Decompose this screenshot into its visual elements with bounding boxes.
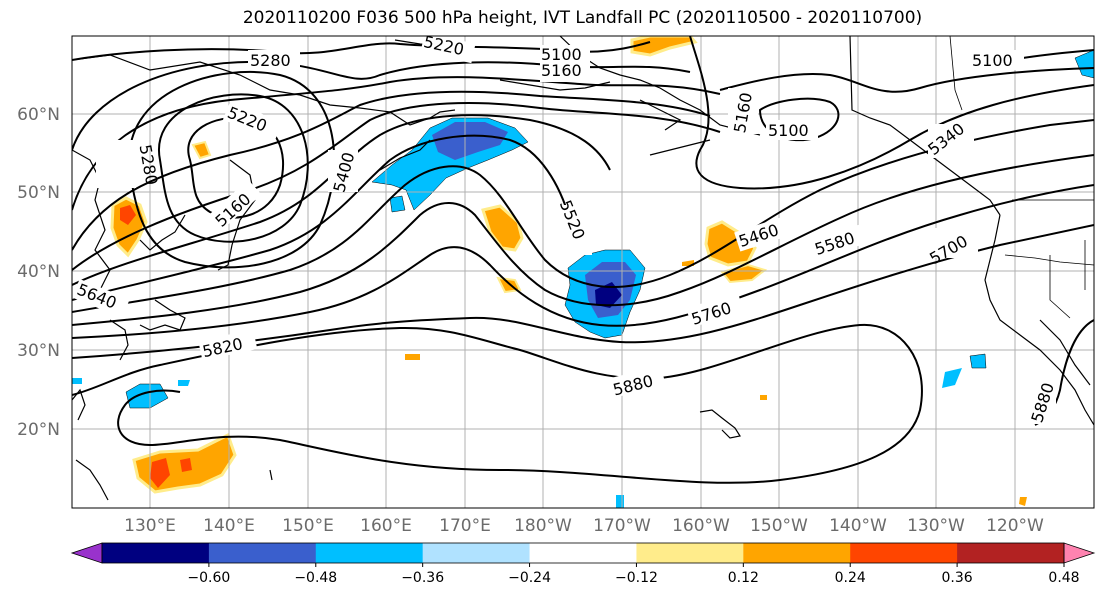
lat-label: 40°N [17,262,60,282]
map-frame [71,35,1095,509]
colorbar-tick-label: 0.36 [942,570,973,586]
colorbar-tick-label: −0.48 [294,570,337,586]
lon-label: 170°W [593,516,651,536]
colorbar-tick-label: −0.60 [187,570,230,586]
lon-label: 130°E [124,516,176,536]
colorbar-tick-label: 0.12 [728,570,759,586]
contour-label-layer: 5280 5220 5100 5160 5280 5220 5160 5400 … [72,36,1058,425]
contour-label: 5160 [541,61,582,80]
lat-label: 60°N [17,105,60,125]
colorbar-cell [743,543,851,563]
lon-label: 180°W [514,516,572,536]
contour-label: 5100 [541,45,582,64]
longitude-labels: 130°E 140°E 150°E 160°E 170°E 180°W 170°… [124,516,1044,536]
latitude-labels: 60°N 50°N 40°N 30°N 20°N [17,105,60,440]
lat-label: 20°N [17,420,60,440]
contour-label: 5100 [972,51,1013,70]
lon-label: 160°E [360,516,412,536]
colorbar-cell [850,543,958,563]
lat-label: 30°N [17,341,60,361]
lon-label: 130°W [907,516,965,536]
colorbar-tick-label: −0.12 [615,570,658,586]
lon-label: 140°W [829,516,887,536]
lon-label: 120°W [986,516,1044,536]
colorbar-cell [102,543,210,563]
colorbar-cell [315,543,424,563]
colorbar-cell [957,543,1065,563]
colorbar-tick-label: −0.24 [508,570,551,586]
map-title: 2020110200 F036 500 hPa height, IVT Land… [242,8,923,28]
colorbar-tick-label: −0.36 [401,570,444,586]
colorbar: −0.60 −0.48 −0.36 −0.24 −0.12 0.12 0.24 0.36 0.4… [70,542,1096,586]
colorbar-extend-low [70,542,103,564]
colorbar-extend-high [1063,542,1096,564]
lat-label: 50°N [17,183,60,203]
lon-label: 150°W [750,516,808,536]
lon-label: 140°E [203,516,255,536]
colorbar-tick-label: 0.24 [835,570,866,586]
colorbar-tick-label: 0.48 [1048,570,1079,586]
contour-label: 5100 [768,121,809,140]
colorbar-outline [101,542,1065,564]
colorbar-cell [422,543,531,563]
lon-label: 150°E [282,516,334,536]
contour-label: 5280 [250,51,291,70]
lon-label: 160°W [672,516,730,536]
lon-label: 170°E [439,516,491,536]
colorbar-cell [208,543,317,563]
colorbar-cell [636,543,744,563]
colorbar-cell [529,543,637,563]
